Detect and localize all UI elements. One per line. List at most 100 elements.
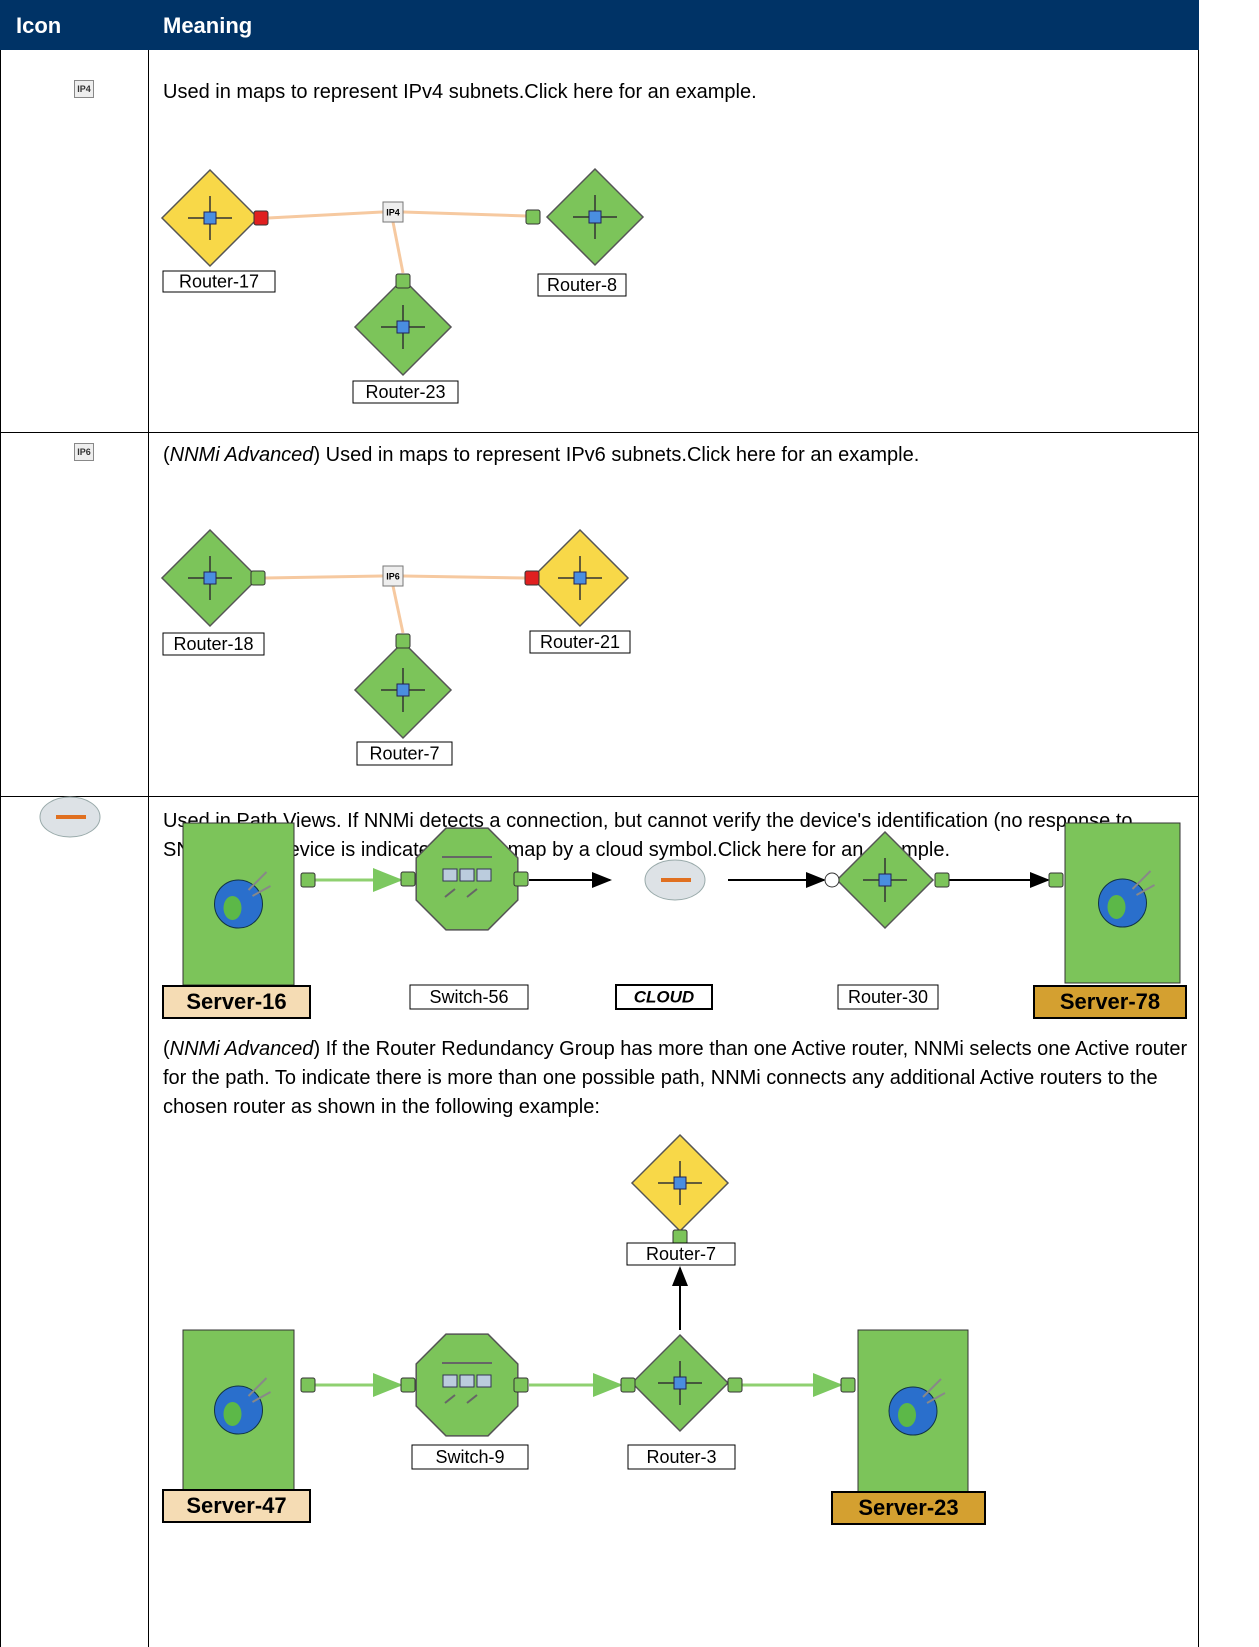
text: ) If the Router Redundancy Group has mor…	[163, 1038, 1188, 1118]
label-box	[162, 1489, 311, 1523]
port	[400, 871, 416, 887]
row-text: Used in Path Views. If NNMi detects a co…	[163, 810, 1133, 861]
row-text: Used in maps to represent IPv4 subnets.C…	[163, 81, 757, 103]
row-text: (NNMi Advanced) Used in maps to represen…	[163, 441, 1193, 470]
node-label: Server-16	[186, 989, 286, 1014]
node-label: Server-47	[186, 1493, 286, 1518]
column-divider	[148, 50, 149, 1647]
port	[300, 872, 316, 888]
port	[824, 872, 840, 888]
port	[620, 1377, 636, 1393]
node-label: Router-18	[173, 634, 253, 654]
prefix: (	[163, 444, 170, 466]
globe-arrows	[247, 1377, 271, 1403]
subnet-icon	[382, 565, 404, 587]
label-box	[409, 984, 529, 1010]
node-label: Switch-9	[435, 1447, 504, 1467]
port	[300, 1377, 316, 1393]
label-box	[627, 1444, 736, 1470]
text: ) Used in maps to represent IPv6 subnets…	[313, 444, 920, 466]
globe-land	[223, 1402, 242, 1426]
switch-port	[476, 868, 492, 882]
connection	[391, 221, 405, 274]
label-box	[626, 1242, 736, 1266]
label-box	[529, 630, 631, 654]
router-core	[396, 683, 410, 697]
router-core	[573, 571, 587, 585]
switch-port	[476, 1374, 492, 1388]
label-box	[1033, 985, 1187, 1019]
router-core	[673, 1176, 687, 1190]
header-icon: Icon	[16, 13, 62, 38]
label-box	[837, 984, 939, 1010]
node-label: Switch-56	[429, 987, 508, 1007]
label-box	[162, 632, 265, 656]
label-box	[411, 1444, 529, 1470]
port	[1048, 872, 1064, 888]
switch-port	[442, 868, 458, 882]
label-box	[356, 741, 453, 766]
router-core	[203, 211, 217, 225]
border	[1198, 50, 1199, 1647]
switch-port	[459, 868, 475, 882]
node-label: Router-3	[646, 1447, 716, 1467]
globe-arrows	[922, 1378, 946, 1404]
row-divider	[0, 796, 1199, 797]
router-core	[673, 1376, 687, 1390]
qualifier: NNMi Advanced	[169, 444, 314, 466]
row-divider	[0, 432, 1199, 433]
switch-arrows	[444, 1394, 478, 1404]
subnet-label: IP6	[386, 571, 400, 581]
port	[253, 210, 269, 226]
subnet-icon	[382, 201, 404, 223]
header-meaning: Meaning	[163, 13, 253, 38]
port	[513, 871, 529, 887]
port	[400, 1377, 416, 1393]
node-label: Router-7	[646, 1244, 716, 1264]
router-core	[396, 320, 410, 334]
node-label: Server-23	[858, 1495, 958, 1520]
label-box	[162, 985, 311, 1019]
node-label: Router-30	[848, 987, 928, 1007]
router-core	[203, 571, 217, 585]
border	[0, 50, 1, 1647]
connection	[402, 574, 526, 580]
globe-land	[1107, 895, 1126, 919]
port	[524, 570, 540, 586]
switch-arrows	[444, 888, 478, 898]
prefix: (	[163, 1038, 170, 1060]
label-box	[352, 380, 459, 404]
qualifier: NNMi Advanced	[169, 1038, 314, 1060]
globe-land	[223, 896, 242, 920]
router-core	[878, 873, 892, 887]
row-note: (NNMi Advanced) If the Router Redundancy…	[163, 1035, 1193, 1122]
connection	[391, 585, 405, 634]
connection	[267, 210, 384, 220]
globe-land	[898, 1403, 916, 1427]
globe-arrows	[1131, 870, 1155, 896]
port	[934, 872, 950, 888]
ipv4-icon: IP4	[74, 80, 94, 98]
connection	[402, 210, 528, 218]
port	[727, 1377, 743, 1393]
globe-arrows	[247, 871, 271, 897]
node-label: Server-78	[1060, 989, 1160, 1014]
port	[525, 209, 541, 225]
router-core	[588, 210, 602, 224]
label-box	[537, 273, 627, 297]
node-label: Router-7	[369, 743, 439, 763]
ipv6-icon: IP6	[74, 443, 94, 461]
node-label: Router-23	[365, 382, 445, 402]
label-box	[831, 1491, 986, 1525]
port	[250, 570, 266, 586]
port	[395, 273, 411, 289]
label-box	[162, 270, 276, 293]
label-box	[615, 984, 713, 1010]
node-label: Router-21	[540, 632, 620, 652]
node-label: CLOUD	[634, 987, 694, 1006]
subnet-label: IP4	[386, 207, 400, 217]
node-label: Router-8	[547, 275, 617, 295]
table-header	[0, 0, 1199, 50]
